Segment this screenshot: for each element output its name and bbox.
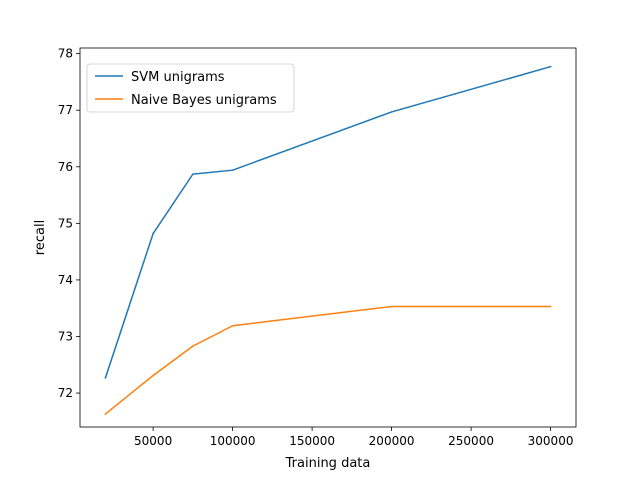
y-tick-label: 77 [58,103,73,117]
y-axis-ticks: 72 73 74 75 76 77 78 [58,47,80,400]
plot-area-frame [79,47,577,428]
y-tick-label: 75 [58,216,73,230]
x-tick-label: 50000 [134,434,172,448]
series-layer [104,65,552,416]
y-tick-label: 78 [58,47,73,61]
x-tick-label: 100000 [210,434,256,448]
y-tick-label: 76 [58,160,73,174]
legend-box [86,63,295,113]
data-point [104,413,107,415]
x-tick-label: 250000 [448,434,494,448]
legend-label: Naive Bayes unigrams [131,93,277,108]
y-tick-label: 74 [58,273,73,287]
x-axis-label: Training data [285,456,371,471]
data-point [390,305,393,308]
data-point [152,374,154,377]
series-0 [104,65,552,379]
data-point [231,169,234,171]
data-point [549,305,552,308]
data-point [192,345,194,347]
x-tick-label: 200000 [369,434,415,448]
x-tick-label: 300000 [528,434,574,448]
y-tick-label: 72 [58,386,73,400]
y-axis-label: recall [33,220,48,255]
data-point [104,377,107,379]
data-point [152,232,154,235]
data-point [549,65,552,68]
x-axis-ticks: 50000 100000 150000 200000 250000 300000 [134,427,573,448]
y-tick-label: 73 [58,329,73,343]
legend: SVM unigrams Naive Bayes unigrams [86,63,295,113]
series-1 [104,305,552,416]
series-line [104,65,552,379]
data-point [390,111,393,113]
legend-label: SVM unigrams [131,70,225,85]
series-line [104,305,552,416]
x-tick-label: 150000 [289,434,335,448]
data-point [231,324,234,327]
data-point [192,173,194,175]
